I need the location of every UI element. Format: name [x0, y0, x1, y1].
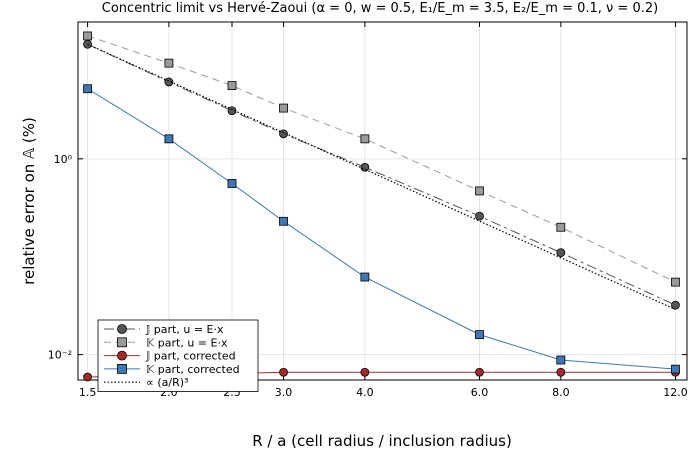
series-1	[83, 31, 680, 287]
data-point	[164, 58, 174, 68]
data-point	[279, 367, 288, 377]
data-point	[279, 129, 288, 139]
data-point	[671, 364, 680, 374]
series-layer	[83, 31, 680, 382]
data-point	[556, 367, 566, 377]
data-point	[360, 162, 370, 172]
data-point	[475, 367, 484, 377]
plot-frame	[77, 21, 688, 381]
series-4	[87, 43, 676, 311]
x-tick-label: 8.0	[552, 386, 570, 399]
legend-marker	[117, 350, 127, 361]
chart-title: Concentric limit vs Hervé-Zaoui (α = 0, …	[102, 1, 658, 16]
data-point	[556, 248, 566, 258]
data-point	[360, 272, 370, 282]
data-point	[83, 31, 92, 41]
y-tick-label: 10⁻²	[48, 349, 72, 362]
data-point	[279, 216, 288, 226]
data-point	[556, 355, 566, 365]
x-tick-label: 3.0	[275, 386, 293, 399]
legend-label: ∝ (a/R)³	[146, 376, 188, 389]
legend-label: 𝕁 part, u = E·x	[145, 323, 224, 336]
y-tick-label: 10⁰	[54, 153, 73, 166]
data-point	[164, 77, 174, 87]
y-axis-label: relative error on 𝔸 (%)	[20, 117, 38, 285]
legend-marker	[117, 363, 127, 374]
data-point	[475, 186, 484, 196]
series-3	[83, 84, 680, 374]
data-point	[279, 103, 288, 113]
legend: 𝕁 part, u = E·x𝕂 part, u = E·x𝕁 part, co…	[97, 319, 259, 392]
x-tick-label: 12.0	[663, 386, 688, 399]
data-point	[556, 222, 566, 232]
x-axis-label: R / a (cell radius / inclusion radius)	[252, 432, 512, 450]
x-tick-label: 1.5	[79, 386, 97, 399]
data-point	[227, 179, 237, 188]
series-line	[87, 43, 676, 311]
legend-marker	[117, 324, 127, 334]
data-point	[83, 84, 92, 94]
data-point	[360, 367, 370, 377]
legend-marker	[117, 337, 127, 348]
legend-label: 𝕂 part, u = E·x	[146, 336, 228, 349]
data-point	[671, 277, 680, 287]
data-point	[227, 106, 237, 116]
legend-label: 𝕁 part, corrected	[145, 350, 236, 363]
data-point	[475, 330, 484, 340]
data-point	[164, 134, 174, 144]
series-line	[87, 35, 676, 283]
data-point	[83, 372, 92, 382]
x-tick-label: 4.0	[356, 386, 374, 399]
x-tick-label: 6.0	[471, 386, 489, 399]
legend-label: 𝕂 part, corrected	[146, 363, 240, 376]
data-point	[475, 211, 484, 221]
series-line	[87, 88, 676, 370]
data-point	[227, 81, 237, 90]
data-point	[360, 134, 370, 144]
